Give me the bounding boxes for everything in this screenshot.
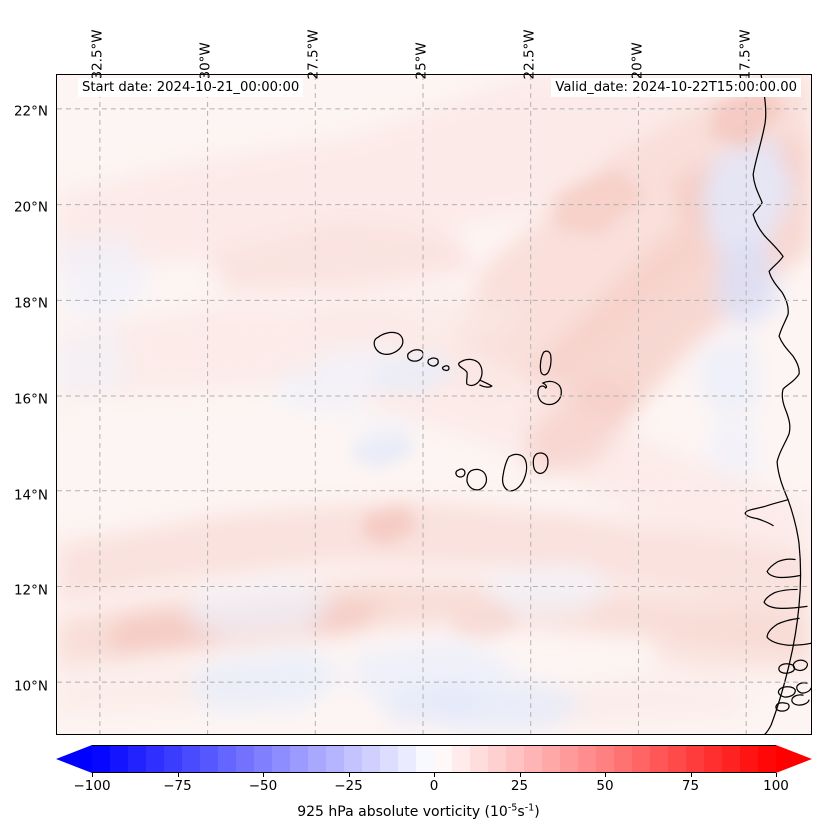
longitude-tick-5: 20°W	[629, 42, 646, 80]
colorbar-gradient	[92, 745, 776, 773]
colorbar-band-28	[596, 746, 614, 772]
colorbar-tick-label-1: −75	[163, 778, 192, 794]
colorbar-label-mid: s	[517, 804, 525, 820]
colorbar-label-main: 925 hPa absolute vorticity (10	[297, 804, 508, 820]
colorbar-band-12	[308, 746, 326, 772]
colorbar-band-17	[398, 746, 416, 772]
colorbar-band-4	[164, 746, 182, 772]
colorbar-tick-3	[348, 773, 350, 777]
colorbar-tick-label-3: −25	[334, 778, 363, 794]
colorbar-band-16	[380, 746, 398, 772]
colorbar-tick-4	[434, 773, 435, 777]
colorbar-tick-0	[92, 773, 93, 777]
colorbar-band-34	[704, 746, 722, 772]
colorbar-band-19	[434, 746, 452, 772]
colorbar-band-11	[290, 746, 308, 772]
colorbar-band-5	[182, 746, 200, 772]
latitude-tick-2: 18°N	[13, 295, 48, 312]
colorbar-band-36	[740, 746, 758, 772]
colorbar-label: 925 hPa absolute vorticity (10-5s-1)	[0, 803, 837, 821]
colorbar-tick-label-0: −100	[73, 778, 111, 794]
colorbar-band-23	[506, 746, 524, 772]
valid-date-annotation: Valid_date: 2024-10-22T15:00:00.00	[551, 78, 801, 97]
map-axes[interactable]: Start date: 2024-10-21_00:00:00 Valid_da…	[56, 74, 812, 735]
colorbar-extend-min-arrow	[56, 745, 92, 773]
colorbar-tick-5	[519, 773, 521, 777]
latitude-tick-4: 14°N	[13, 486, 48, 503]
colorbar-band-18	[416, 746, 434, 772]
colorbar-tick-label-4: 0	[429, 778, 439, 794]
colorbar-label-exponent-2: -1	[524, 802, 535, 814]
colorbar-band-1	[110, 746, 128, 772]
longitude-tick-3: 25°W	[413, 42, 430, 80]
longitude-tick-2: 27.5°W	[305, 29, 322, 80]
colorbar[interactable]: −100 −75 −50 −25 0 25 50 75 100	[56, 745, 812, 794]
longitude-tick-4: 22.5°W	[521, 29, 538, 80]
colorbar-tick-label-2: −50	[248, 778, 278, 794]
colorbar-band-3	[146, 746, 164, 772]
colorbar-band-30	[632, 746, 650, 772]
vorticity-heatmap	[57, 75, 811, 734]
gridlines	[57, 75, 811, 734]
colorbar-band-15	[362, 746, 380, 772]
colorbar-band-31	[650, 746, 668, 772]
colorbar-extend-max-arrow	[776, 745, 812, 773]
colorbar-band-7	[218, 746, 236, 772]
colorbar-band-13	[326, 746, 344, 772]
colorbar-tick-1	[177, 773, 179, 777]
colorbar-tick-label-5: 25	[510, 778, 529, 794]
colorbar-tick-8	[776, 773, 777, 777]
colorbar-band-14	[344, 746, 362, 772]
longitude-tick-0: 32.5°W	[89, 29, 106, 80]
colorbar-band-26	[560, 746, 578, 772]
latitude-tick-6: 10°N	[13, 678, 48, 695]
colorbar-band-25	[542, 746, 560, 772]
colorbar-band-0	[92, 746, 110, 772]
colorbar-tick-label-8: 100	[763, 778, 789, 794]
start-date-annotation: Start date: 2024-10-21_00:00:00	[78, 78, 304, 97]
colorbar-band-35	[722, 746, 740, 772]
coastline-overlay	[373, 75, 811, 734]
colorbar-tick-label-7: 75	[681, 778, 700, 794]
colorbar-band-33	[686, 746, 704, 772]
colorbar-band-8	[236, 746, 254, 772]
colorbar-band-2	[128, 746, 146, 772]
colorbar-band-37	[758, 746, 776, 772]
latitude-tick-0: 22°N	[13, 103, 48, 120]
colorbar-tick-2	[263, 773, 264, 777]
colorbar-band-9	[254, 746, 272, 772]
colorbar-tick-7	[690, 773, 692, 777]
vorticity-field-wrapper	[57, 75, 811, 734]
colorbar-band-22	[488, 746, 506, 772]
colorbar-band-10	[272, 746, 290, 772]
colorbar-label-end: )	[534, 804, 540, 820]
colorbar-band-27	[578, 746, 596, 772]
latitude-tick-3: 16°N	[13, 390, 48, 407]
colorbar-label-exponent-1: -5	[507, 802, 518, 814]
colorbar-band-29	[614, 746, 632, 772]
latitude-tick-1: 20°N	[13, 199, 48, 216]
colorbar-tick-6	[605, 773, 606, 777]
colorbar-tick-label-6: 50	[596, 778, 614, 794]
colorbar-band-6	[200, 746, 218, 772]
longitude-tick-1: 30°W	[197, 42, 214, 80]
colorbar-band-24	[524, 746, 542, 772]
colorbar-band-32	[668, 746, 686, 772]
latitude-tick-5: 12°N	[13, 582, 48, 599]
longitude-tick-6: 17.5°W	[737, 29, 754, 80]
colorbar-band-20	[452, 746, 470, 772]
colorbar-band-21	[470, 746, 488, 772]
